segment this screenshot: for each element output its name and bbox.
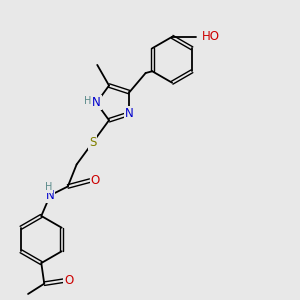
- Text: N: N: [46, 189, 55, 202]
- Text: H: H: [45, 182, 52, 192]
- Text: O: O: [64, 274, 73, 287]
- Text: HO: HO: [202, 30, 220, 43]
- Text: N: N: [125, 107, 134, 120]
- Text: N: N: [92, 96, 101, 110]
- Text: S: S: [89, 136, 97, 149]
- Text: O: O: [91, 174, 100, 187]
- Text: H: H: [85, 96, 92, 106]
